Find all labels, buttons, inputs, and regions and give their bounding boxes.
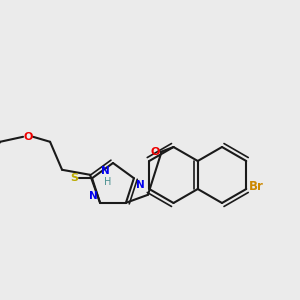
Text: N: N	[101, 166, 110, 176]
Text: Br: Br	[249, 181, 264, 194]
Text: H: H	[104, 177, 112, 187]
Text: S: S	[70, 173, 78, 183]
Text: N: N	[89, 191, 98, 201]
Text: O: O	[151, 147, 160, 157]
Text: N: N	[136, 180, 145, 190]
Text: O: O	[23, 132, 33, 142]
